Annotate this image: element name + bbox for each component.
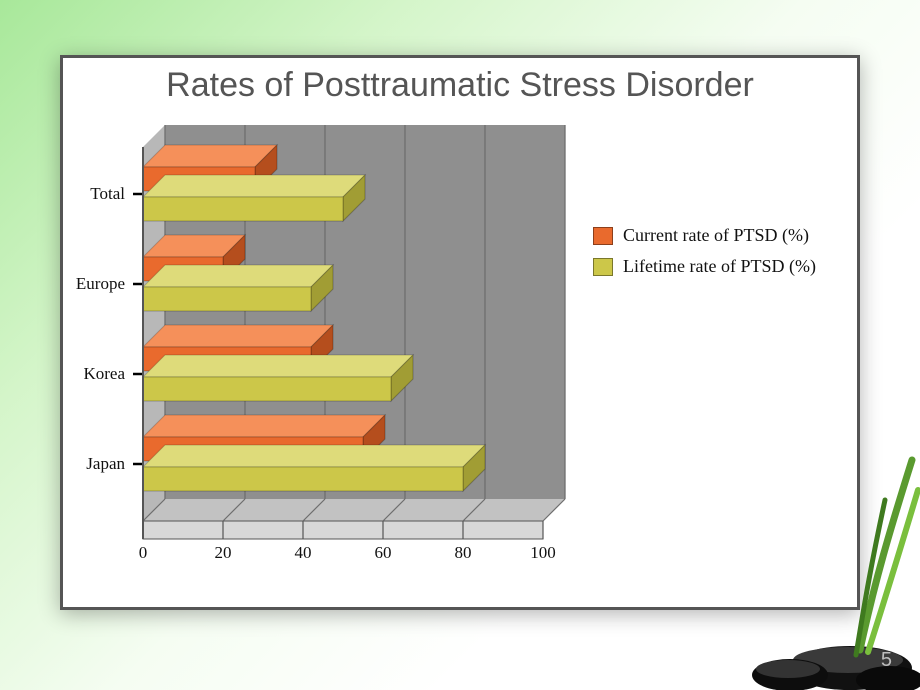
- category-label: Korea: [83, 364, 125, 384]
- chart-legend: Current rate of PTSD (%) Lifetime rate o…: [593, 225, 816, 287]
- legend-swatch: [593, 227, 613, 245]
- chart-plot-area: TotalEuropeKoreaJapan020406080100: [143, 125, 543, 535]
- category-label: Europe: [76, 274, 125, 294]
- legend-label: Lifetime rate of PTSD (%): [623, 256, 816, 277]
- category-label: Japan: [86, 454, 125, 474]
- chart-panel: Rates of Posttraumatic Stress Disorder T…: [60, 55, 860, 610]
- category-label: Total: [90, 184, 125, 204]
- slide: Rates of Posttraumatic Stress Disorder T…: [0, 0, 920, 690]
- page-number: 5: [881, 649, 892, 672]
- chart-title: Rates of Posttraumatic Stress Disorder: [83, 66, 837, 105]
- legend-item: Current rate of PTSD (%): [593, 225, 816, 246]
- chart-body: TotalEuropeKoreaJapan020406080100 Curren…: [83, 115, 837, 575]
- legend-swatch: [593, 258, 613, 276]
- legend-item: Lifetime rate of PTSD (%): [593, 256, 816, 277]
- legend-label: Current rate of PTSD (%): [623, 225, 809, 246]
